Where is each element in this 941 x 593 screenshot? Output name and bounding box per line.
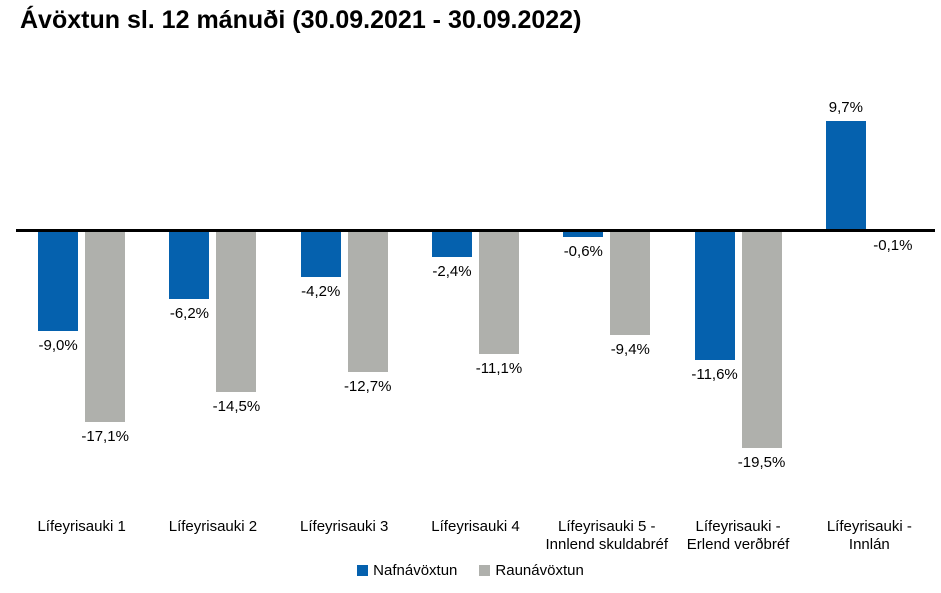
value-label-nafnavoxtun-2: -6,2% (169, 305, 210, 323)
value-label-raunavoxtun-7: -0,1% (873, 237, 913, 255)
category-label-5: Lífeyrisauki 5 - Innlend skuldabréf (545, 518, 669, 553)
chart-title: Ávöxtun sl. 12 mánuði (30.09.2021 - 30.0… (20, 6, 582, 34)
bar-raunavoxtun-3 (347, 230, 388, 373)
value-label-raunavoxtun-3: -12,7% (343, 378, 392, 396)
value-label-raunavoxtun-2: -14,5% (212, 398, 261, 416)
category-label-7: Lífeyrisauki - Innlán (826, 518, 912, 553)
category-label-1: Lífeyrisauki 1 (37, 518, 126, 535)
value-label-nafnavoxtun-6: -11,6% (691, 365, 738, 383)
legend-swatch-nafnavoxtun (357, 565, 369, 576)
bar-nafnavoxtun-7 (825, 121, 866, 230)
legend-item-raunavoxtun: Raunávöxtun (479, 562, 584, 579)
value-label-raunavoxtun-4: -11,1% (475, 360, 523, 378)
value-label-nafnavoxtun-7: 9,7% (828, 99, 863, 117)
value-label-nafnavoxtun-4: -2,4% (432, 262, 472, 280)
bar-nafnavoxtun-6 (694, 230, 735, 360)
value-label-nafnavoxtun-3: -4,2% (301, 283, 341, 301)
legend: Nafnávöxtun Raunávöxtun (0, 562, 941, 579)
category-label-6: Lífeyrisauki - Erlend verðbréf (686, 518, 790, 553)
bar-raunavoxtun-5 (610, 230, 651, 336)
bar-raunavoxtun-1 (85, 230, 126, 422)
bar-raunavoxtun-4 (479, 230, 519, 355)
category-label-2: Lífeyrisauki 2 (168, 518, 258, 535)
bar-raunavoxtun-6 (741, 230, 782, 449)
legend-label-nafnavoxtun: Nafnávöxtun (373, 562, 458, 579)
bar-raunavoxtun-2 (216, 230, 257, 393)
bar-nafnavoxtun-3 (300, 230, 341, 278)
bar-nafnavoxtun-1 (38, 230, 79, 331)
value-label-raunavoxtun-1: -17,1% (81, 427, 129, 445)
bar-nafnavoxtun-5 (563, 230, 604, 237)
x-axis-line (16, 229, 935, 232)
bar-nafnavoxtun-4 (432, 230, 472, 257)
category-label-4: Lífeyrisauki 4 (431, 518, 520, 535)
category-label-3: Lífeyrisauki 3 (300, 518, 389, 535)
value-label-raunavoxtun-5: -9,4% (610, 341, 650, 359)
bar-nafnavoxtun-2 (169, 230, 210, 300)
legend-swatch-raunavoxtun (479, 565, 491, 576)
legend-label-raunavoxtun: Raunávöxtun (495, 562, 584, 579)
legend-item-nafnavoxtun: Nafnávöxtun (357, 562, 457, 579)
value-label-nafnavoxtun-1: -9,0% (38, 336, 78, 354)
value-label-nafnavoxtun-5: -0,6% (563, 242, 603, 260)
value-label-raunavoxtun-6: -19,5% (737, 454, 786, 472)
